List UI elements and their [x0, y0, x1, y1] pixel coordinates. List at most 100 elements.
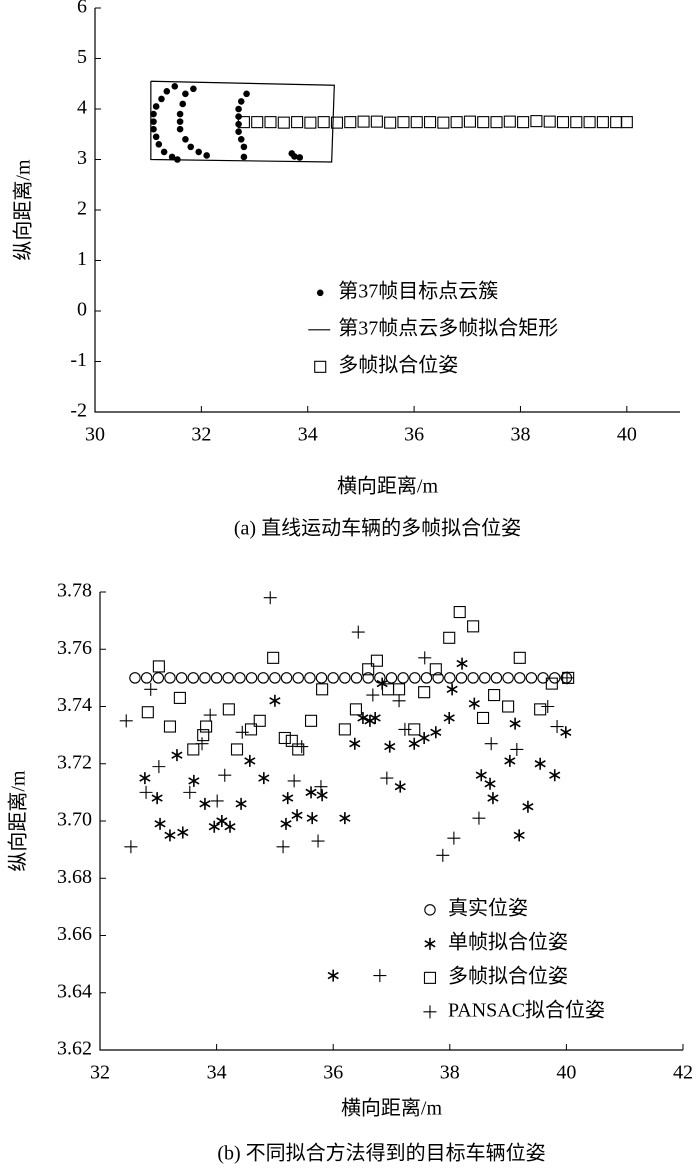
point — [397, 116, 410, 129]
point — [357, 711, 369, 724]
axis-line — [99, 592, 683, 1051]
y-tick-label: 3.74 — [57, 694, 92, 716]
point — [173, 691, 186, 704]
point — [152, 672, 165, 684]
point — [267, 651, 280, 664]
point — [513, 651, 526, 664]
point — [502, 700, 515, 713]
y-tick-label: 3.62 — [57, 1038, 92, 1060]
point — [257, 672, 269, 684]
point — [344, 116, 357, 129]
x-tick-label: 36 — [404, 424, 424, 446]
point — [447, 831, 461, 845]
point — [154, 817, 166, 830]
point — [362, 672, 374, 684]
point — [243, 90, 250, 98]
point — [152, 660, 165, 673]
point — [152, 760, 166, 774]
point — [484, 777, 496, 790]
point — [556, 116, 570, 129]
x-axis-label: 横向距离/m — [337, 475, 439, 498]
point — [472, 811, 486, 825]
point — [151, 792, 163, 805]
point — [468, 697, 480, 710]
point — [244, 754, 256, 767]
legend-marker — [316, 289, 324, 297]
point — [476, 711, 490, 725]
point — [430, 726, 442, 739]
point — [484, 737, 498, 751]
point — [224, 820, 236, 833]
point — [141, 706, 154, 719]
point — [522, 800, 534, 813]
x-tick-label: 38 — [510, 424, 530, 446]
point — [366, 688, 380, 702]
x-tick-label: 34 — [207, 1062, 227, 1084]
caption: (b) 不同拟合方法得到的目标车辆位姿 — [217, 1142, 545, 1165]
point — [304, 714, 318, 727]
point — [596, 116, 609, 129]
point — [203, 152, 210, 159]
point — [304, 672, 316, 684]
point — [570, 116, 583, 129]
point — [155, 141, 163, 148]
point — [291, 116, 304, 129]
point — [150, 110, 157, 118]
point — [418, 731, 430, 744]
point — [423, 116, 437, 129]
point — [129, 672, 141, 684]
point — [420, 672, 433, 684]
point — [549, 769, 561, 782]
point — [210, 672, 223, 684]
point — [280, 672, 293, 684]
point — [152, 133, 160, 141]
point — [222, 703, 235, 716]
point — [450, 116, 463, 129]
point — [436, 848, 450, 862]
x-tick-label: 34 — [298, 424, 318, 446]
point — [560, 726, 572, 739]
point — [216, 815, 228, 827]
y-tick-label: 0 — [77, 299, 87, 321]
point — [437, 116, 450, 129]
point — [327, 672, 339, 684]
point — [541, 700, 555, 713]
x-tick-label: 32 — [191, 424, 211, 446]
point — [187, 743, 200, 756]
x-axis-label: 横向距离/m — [341, 1097, 443, 1120]
point — [269, 672, 281, 684]
point — [479, 672, 491, 684]
point — [235, 105, 242, 113]
point — [525, 672, 538, 684]
point — [304, 116, 317, 129]
point — [176, 110, 184, 118]
point — [150, 118, 157, 125]
y-tick-label: 3.66 — [57, 923, 92, 945]
point — [316, 789, 328, 802]
legend-label: 第37帧点云多帧拟合矩形 — [338, 316, 558, 339]
point — [195, 148, 203, 156]
point — [504, 754, 516, 767]
point — [195, 737, 209, 751]
point — [176, 118, 184, 125]
point — [317, 116, 330, 129]
point — [513, 829, 525, 842]
point — [362, 663, 375, 676]
point — [350, 672, 363, 684]
point — [550, 720, 564, 734]
point — [393, 683, 406, 696]
point — [488, 688, 501, 702]
legend-marker — [424, 904, 436, 916]
legend-label: 第37帧目标点云簇 — [338, 279, 498, 302]
point — [316, 683, 329, 696]
point — [163, 720, 177, 733]
y-tick-label: 6 — [77, 0, 87, 18]
point — [311, 834, 325, 848]
x-tick-label: 32 — [90, 1062, 110, 1084]
point — [502, 672, 514, 684]
point — [534, 757, 546, 770]
point — [235, 725, 249, 739]
point — [446, 683, 458, 696]
point — [432, 672, 444, 684]
point — [327, 969, 339, 982]
